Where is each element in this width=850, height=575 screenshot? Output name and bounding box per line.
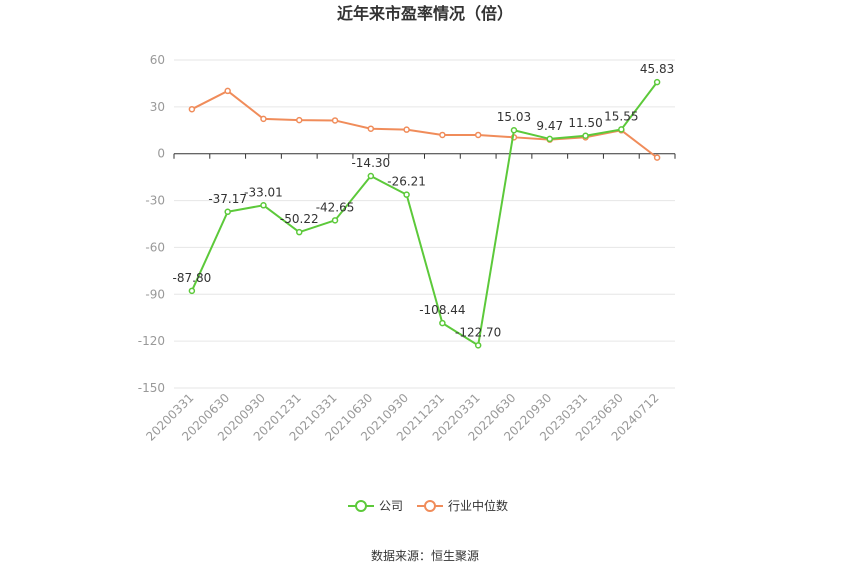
legend-marker — [424, 500, 436, 512]
data-point[interactable] — [474, 342, 482, 349]
data-point[interactable] — [296, 116, 303, 124]
data-point[interactable] — [439, 131, 446, 139]
data-point[interactable] — [367, 172, 375, 180]
data-label: 11.50 — [568, 116, 602, 130]
data-point[interactable] — [510, 126, 518, 134]
data-label: 9.47 — [536, 119, 563, 133]
y-tick-label: 60 — [150, 53, 165, 67]
y-tick-label: -150 — [138, 381, 165, 395]
data-point[interactable] — [403, 126, 410, 133]
data-point[interactable] — [260, 202, 267, 209]
data-point[interactable] — [546, 135, 553, 143]
data-label: -14.30 — [351, 156, 390, 170]
data-point[interactable] — [224, 87, 231, 95]
y-tick-label: -120 — [138, 334, 165, 348]
y-tick-label: -30 — [145, 194, 165, 208]
legend-item[interactable]: 公司 — [348, 499, 403, 513]
data-point[interactable] — [367, 125, 375, 132]
grid — [174, 59, 675, 389]
legend-label: 行业中位数 — [448, 498, 508, 513]
data-label: -108.44 — [419, 303, 465, 317]
data-label: -50.22 — [280, 212, 319, 226]
legend-marker — [355, 500, 367, 512]
series-layer — [188, 78, 661, 349]
data-label: -37.17 — [208, 192, 247, 206]
data-point[interactable] — [331, 117, 339, 124]
chart-title: 近年来市盈率情况（倍） — [337, 4, 513, 23]
data-point[interactable] — [474, 131, 482, 139]
data-point[interactable] — [188, 105, 196, 113]
data-point[interactable] — [618, 126, 625, 133]
data-label: -122.70 — [455, 325, 501, 339]
y-tick-label: 30 — [150, 100, 165, 114]
data-point[interactable] — [582, 132, 589, 140]
data-label: 45.83 — [640, 62, 674, 76]
source-note: 数据来源：恒生聚源 — [371, 548, 479, 563]
data-label: -42.65 — [316, 200, 355, 214]
data-point[interactable] — [331, 217, 339, 224]
data-label: 15.55 — [604, 109, 638, 123]
series-line — [191, 89, 658, 159]
y-tick-label: -60 — [145, 240, 165, 254]
data-label: -87.80 — [173, 271, 212, 285]
data-point[interactable] — [188, 287, 196, 295]
data-label: -33.01 — [244, 185, 283, 199]
legend[interactable]: 公司 行业中位数 — [348, 498, 508, 513]
legend-item[interactable]: 行业中位数 — [417, 498, 508, 513]
y-axis: 60 30 0 -30 -60 -90 -120 -150 — [138, 53, 165, 395]
series-line — [190, 81, 658, 347]
data-point[interactable] — [403, 191, 410, 198]
data-label: 15.03 — [497, 110, 531, 124]
data-point[interactable] — [296, 228, 303, 236]
data-labels: -87.80 -37.17-33.01 -50.22-42.65 -14.30 -26.… — [173, 62, 675, 339]
y-tick-label: -90 — [145, 287, 165, 301]
data-label: -26.21 — [387, 175, 426, 189]
data-point[interactable] — [260, 115, 267, 123]
y-tick-label: 0 — [157, 147, 165, 161]
data-point[interactable] — [653, 154, 661, 161]
data-point[interactable] — [224, 208, 231, 216]
data-point[interactable] — [653, 78, 661, 86]
data-point[interactable] — [439, 319, 446, 327]
legend-label: 公司 — [379, 499, 403, 513]
